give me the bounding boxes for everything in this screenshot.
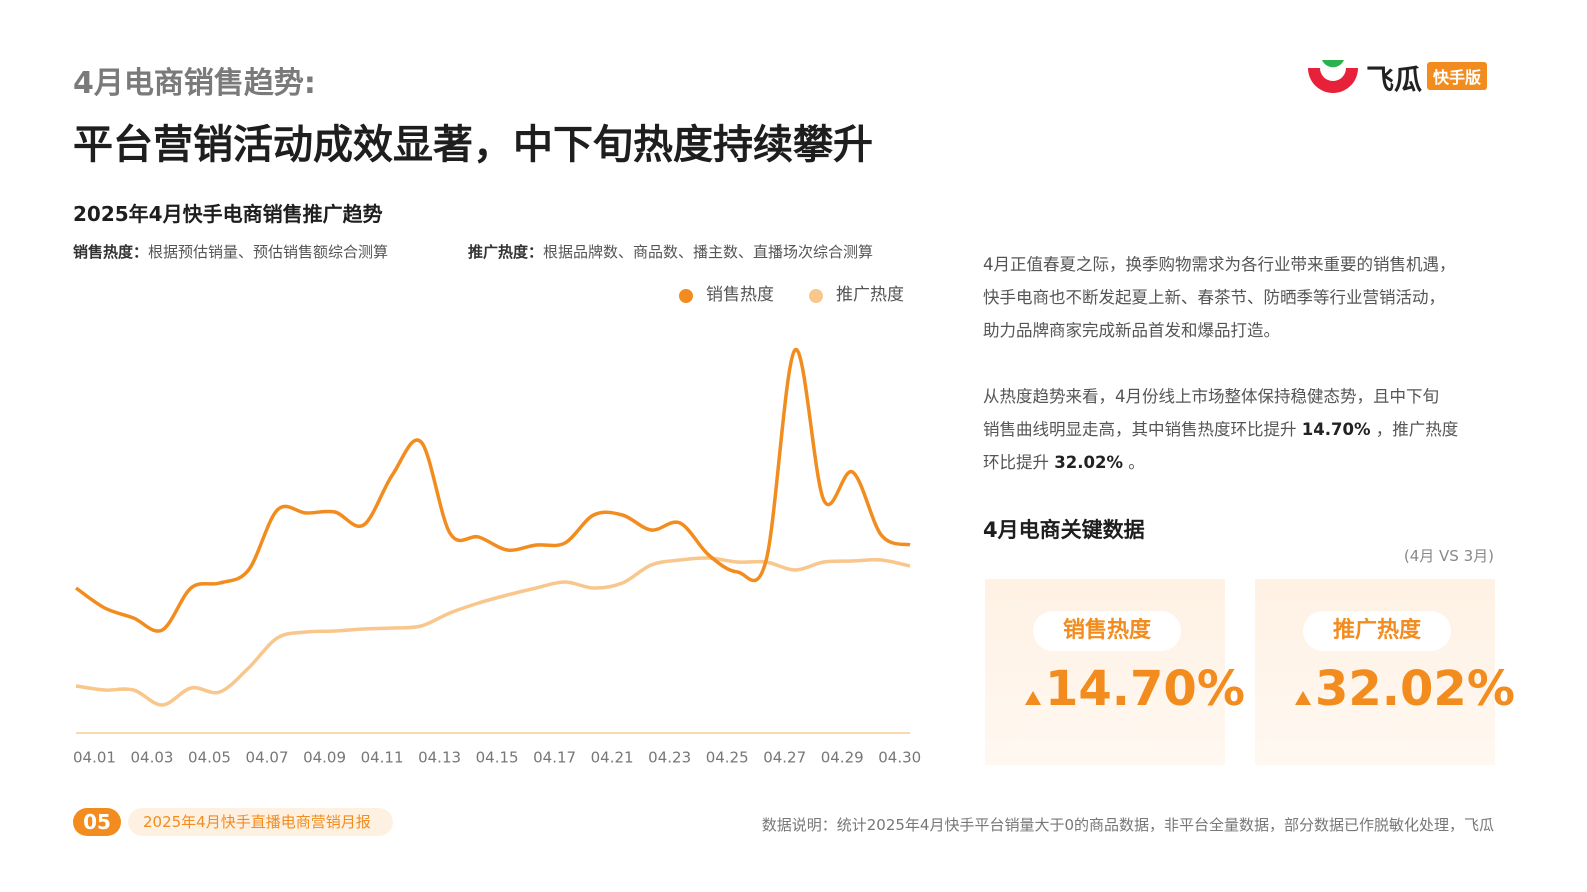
x-tick-label: 04.07: [246, 749, 289, 767]
commentary-text: 32.02%: [1054, 453, 1123, 472]
x-tick-label: 04.03: [131, 749, 174, 767]
kpi-card: 推广热度 32.02%: [1255, 579, 1515, 765]
commentary-line: 从热度趋势来看，4月份线上市场整体保持稳健态势，且中下旬: [983, 380, 1458, 413]
legend-marker: [679, 289, 693, 303]
commentary-line: 助力品牌商家完成新品首发和爆品打造。: [983, 314, 1458, 347]
note-label: 销售热度：: [73, 243, 149, 261]
x-tick-label: 04.09: [303, 749, 346, 767]
commentary-text: 销售曲线明显走高，其中销售热度环比提升: [983, 420, 1302, 439]
key-data-title: 4月电商关键数据: [983, 518, 1145, 542]
commentary-line: 环比提升 32.02% 。: [983, 446, 1458, 479]
commentary-line: 快手电商也不断发起夏上新、春茶节、防晒季等行业营销活动，: [983, 281, 1458, 314]
kpi-label: 销售热度: [1033, 611, 1181, 651]
kpi-label: 推广热度: [1303, 611, 1451, 651]
note-text: 根据品牌数、商品数、播主数、直播场次综合测算: [543, 243, 874, 261]
logo-badge: 快手版: [1427, 62, 1488, 90]
legend-label: 推广热度: [836, 285, 904, 305]
page-title: 平台营销活动成效显著，中下旬热度持续攀升: [73, 122, 873, 168]
commentary-text: 环比提升: [983, 453, 1055, 472]
commentary: 4月正值春夏之际，换季购物需求为各行业带来重要的销售机遇， 快手电商也不断发起夏上…: [983, 248, 1458, 479]
line-series: [74, 348, 911, 633]
commentary-text: 14.70%: [1301, 420, 1371, 439]
x-tick-label: 04.25: [706, 749, 749, 767]
section-title: 4月电商销售趋势:: [73, 66, 316, 101]
x-tick-label: 04.11: [361, 749, 404, 767]
line-series: [75, 556, 911, 707]
chart-note: 推广热度：根据品牌数、商品数、播主数、直播场次综合测算: [468, 241, 873, 262]
x-tick-label: 04.30: [878, 749, 921, 767]
commentary-line: 4月正值春夏之际，换季购物需求为各行业带来重要的销售机遇，: [983, 248, 1458, 281]
kpi-value: 14.70%: [1025, 661, 1245, 717]
kpi-card: 销售热度 14.70%: [985, 579, 1245, 765]
kpi-value: 32.02%: [1295, 661, 1515, 717]
logo-name: 飞瓜: [1366, 63, 1423, 96]
chart-title: 2025年4月快手电商销售推广趋势: [73, 202, 383, 226]
note-label: 推广热度：: [468, 243, 544, 261]
legend-label: 销售热度: [706, 285, 774, 305]
source-note: 数据说明：统计2025年4月快手平台销量大于0的商品数据，非平台全量数据，部分数…: [761, 816, 1494, 834]
commentary-text: 。: [1122, 453, 1145, 472]
x-tick-label: 04.01: [73, 749, 116, 767]
x-tick-label: 04.21: [591, 749, 634, 767]
x-tick-label: 04.23: [648, 749, 691, 767]
page-number: 05: [73, 808, 121, 836]
x-tick-label: 04.27: [763, 749, 806, 767]
commentary-text: 助力品牌商家完成新品首发和爆品打造。: [983, 321, 1280, 340]
commentary-text: 快手电商也不断发起夏上新、春茶节、防晒季等行业营销活动，: [983, 288, 1445, 307]
x-tick-label: 04.13: [418, 749, 461, 767]
commentary-text: ，推广热度: [1370, 420, 1459, 439]
x-tick-label: 04.05: [188, 749, 231, 767]
x-tick-label: 04.15: [476, 749, 519, 767]
report-name: 2025年4月快手直播电商营销月报: [128, 808, 393, 836]
commentary-line: [983, 347, 1458, 380]
x-tick-label: 04.17: [533, 749, 576, 767]
x-tick-label: 04.29: [821, 749, 864, 767]
key-data-note: (4月 VS 3月): [1403, 547, 1494, 565]
chart-note: 销售热度：根据预估销量、预估销售额综合测算: [73, 241, 388, 262]
commentary-line: 销售曲线明显走高，其中销售热度环比提升 14.70% ，推广热度: [983, 413, 1458, 446]
commentary-text: 4月正值春夏之际，换季购物需求为各行业带来重要的销售机遇，: [983, 255, 1456, 274]
legend-marker: [809, 289, 823, 303]
logo-icon: [1308, 60, 1358, 93]
note-text: 根据预估销量、预估销售额综合测算: [148, 243, 389, 261]
commentary-text: 从热度趋势来看，4月份线上市场整体保持稳健态势，且中下旬: [983, 387, 1439, 406]
